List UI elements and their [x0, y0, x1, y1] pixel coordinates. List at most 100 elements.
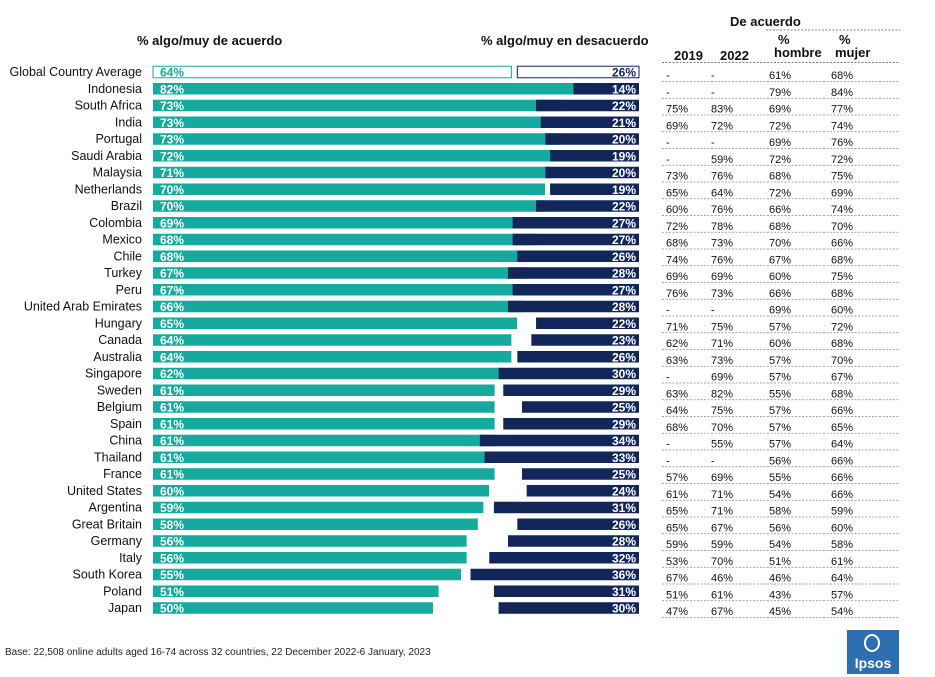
agree-value-label: 59% — [160, 501, 184, 515]
table-cell-y2022: 61% — [711, 589, 733, 601]
de-acuerdo-header: De acuerdo — [730, 14, 801, 29]
table-cell-hombre: 67% — [769, 254, 791, 266]
table-cell-y2022: 71% — [711, 338, 733, 350]
disagree-bar — [507, 267, 639, 279]
agree-bar — [153, 150, 557, 162]
table-cell-y2019: 63% — [666, 388, 688, 400]
agree-bar — [153, 351, 512, 363]
category-label: Global Country Average — [10, 65, 143, 79]
table-cell-y2022: 69% — [711, 472, 733, 484]
disagree-value-label: 22% — [612, 200, 636, 214]
table-cell-mujer: 65% — [831, 422, 853, 434]
hombre-pct-header: % — [778, 32, 790, 47]
agree-bar — [153, 317, 517, 329]
agree-value-label: 61% — [160, 434, 184, 448]
table-cell-mujer: 66% — [831, 455, 853, 467]
agree-bar — [153, 300, 523, 313]
table-cell-hombre: 69% — [769, 305, 791, 317]
agree-value-label: 71% — [160, 166, 184, 180]
disagree-value-label: 22% — [612, 317, 636, 331]
table-cell-mujer: 68% — [831, 254, 853, 266]
table-cell-y2022: 72% — [711, 120, 733, 132]
agree-value-label: 64% — [160, 334, 184, 348]
table-cell-y2022: 64% — [711, 187, 733, 199]
table-cell-hombre: 43% — [769, 589, 791, 601]
table-cell-mujer: 68% — [831, 388, 853, 400]
disagree-bar — [517, 351, 639, 363]
disagree-value-label: 27% — [612, 233, 636, 247]
table-cell-mujer: 75% — [831, 271, 853, 283]
table-cell-y2022: 75% — [711, 405, 733, 417]
disagree-bar — [550, 183, 639, 195]
agree-bar — [153, 418, 495, 430]
agree-bar — [153, 552, 467, 564]
table-cell-y2022: 76% — [711, 254, 733, 266]
category-label: Indonesia — [88, 82, 142, 96]
agree-bar — [153, 183, 545, 195]
table-cell-y2019: 69% — [666, 120, 688, 132]
disagree-header: % algo/muy en desacuerdo — [481, 33, 649, 48]
agree-bar — [153, 217, 540, 229]
table-cell-y2022: 46% — [711, 573, 733, 585]
agree-bar — [153, 116, 562, 128]
agree-value-label: 73% — [160, 133, 184, 147]
category-label: United Arab Emirates — [24, 300, 142, 314]
table-cell-y2019: - — [666, 154, 670, 166]
category-label: South Korea — [73, 568, 143, 582]
table-cell-y2022: 78% — [711, 221, 733, 233]
table-cell-y2019: - — [666, 70, 670, 82]
disagree-bar — [536, 200, 639, 212]
agree-bar — [153, 434, 495, 447]
category-label: Colombia — [89, 216, 142, 230]
table-cell-mujer: 67% — [831, 372, 853, 384]
chart: Global Country Average 64% 26% - - 61% 68% Indo… — [10, 29, 900, 618]
table-cell-mujer: 57% — [831, 589, 853, 601]
disagree-bar — [470, 568, 639, 581]
category-label: Germany — [91, 534, 143, 548]
table-cell-y2019: 65% — [666, 187, 688, 199]
table-cell-mujer: 69% — [831, 187, 853, 199]
table-cell-hombre: 55% — [769, 388, 791, 400]
logo-mark-icon — [864, 634, 880, 652]
agree-value-label: 50% — [160, 602, 184, 616]
table-cell-y2022: 71% — [711, 489, 733, 501]
agree-value-label: 70% — [160, 200, 184, 214]
disagree-value-label: 19% — [612, 183, 636, 197]
table-cell-hombre: 61% — [769, 70, 791, 82]
table-cell-y2019: 75% — [666, 104, 688, 116]
table-cell-y2019: 59% — [666, 539, 688, 551]
agree-value-label: 69% — [160, 216, 184, 230]
disagree-value-label: 26% — [612, 250, 636, 264]
table-cell-mujer: 68% — [831, 70, 853, 82]
disagree-bar — [526, 485, 639, 497]
table-cell-y2022: - — [711, 70, 715, 82]
category-label: China — [109, 434, 142, 448]
table-cell-y2022: 70% — [711, 422, 733, 434]
table-cell-hombre: 66% — [769, 204, 791, 216]
agree-bar — [153, 99, 562, 112]
agree-value-label: 61% — [160, 384, 184, 398]
year-2022-header: 2022 — [720, 48, 749, 63]
disagree-bar — [498, 602, 639, 614]
table-cell-y2019: 47% — [666, 606, 688, 618]
table-cell-mujer: 72% — [831, 321, 853, 333]
disagree-bar — [503, 418, 639, 430]
agree-bar — [153, 166, 551, 179]
disagree-value-label: 23% — [612, 334, 636, 348]
table-cell-mujer: 75% — [831, 171, 853, 183]
disagree-value-label: 31% — [612, 585, 636, 599]
category-label: Sweden — [97, 383, 142, 397]
table-cell-hombre: 69% — [769, 104, 791, 116]
disagree-value-label: 26% — [612, 350, 636, 364]
disagree-bar — [550, 150, 639, 162]
category-label: Chile — [114, 249, 143, 263]
table-cell-y2019: 61% — [666, 489, 688, 501]
table-cell-y2019: 65% — [666, 522, 688, 534]
disagree-value-label: 34% — [612, 434, 636, 448]
table-cell-mujer: 60% — [831, 522, 853, 534]
table-cell-y2019: - — [666, 455, 670, 467]
category-label: Spain — [110, 417, 142, 431]
category-label: Australia — [93, 350, 142, 364]
disagree-bar — [517, 518, 639, 530]
table-cell-y2022: 73% — [711, 288, 733, 300]
